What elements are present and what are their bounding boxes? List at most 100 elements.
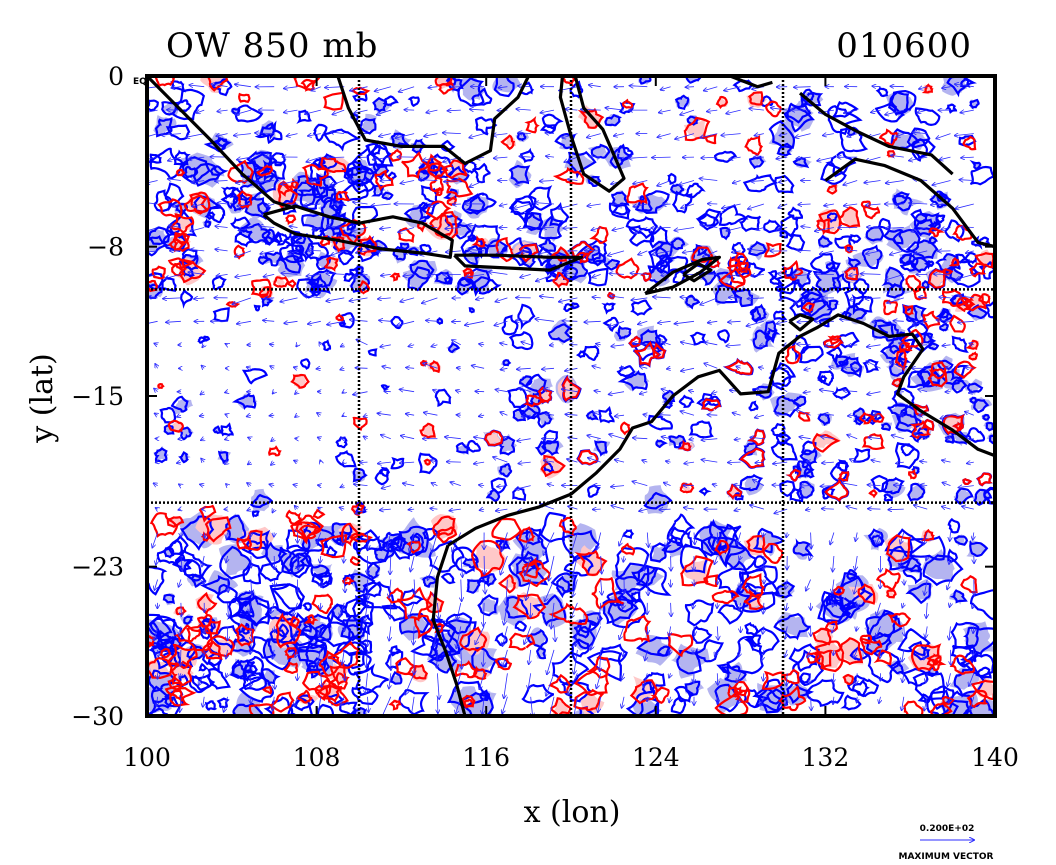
negative-contour: [351, 596, 374, 625]
negative-contour: [853, 278, 870, 295]
negative-contour: [940, 699, 972, 716]
negative-contour: [174, 549, 213, 582]
positive-contour: [494, 657, 513, 671]
wind-vector: [453, 204, 461, 205]
positive-contour: [178, 258, 207, 284]
negative-contour: [945, 103, 958, 114]
positive-contour: [952, 421, 964, 432]
positive-contour: [862, 205, 881, 220]
negative-contour: [750, 303, 768, 324]
wind-vector: [500, 204, 508, 206]
positive-contour: [552, 271, 570, 290]
positive-contour: [857, 583, 876, 605]
positive-contour: [518, 560, 551, 588]
negative-contour: [803, 466, 815, 479]
negative-contour: [362, 581, 382, 598]
negative-contour: [662, 389, 676, 405]
positive-contour: [396, 586, 434, 622]
wind-vector: [354, 109, 368, 113]
wind-vector: [822, 509, 834, 510]
negative-contour: [455, 441, 470, 455]
negative-contour: [947, 517, 961, 534]
negative-contour: [611, 203, 628, 216]
positive-contour: [962, 135, 977, 151]
negative-contour: [882, 229, 904, 245]
wind-vector: [700, 133, 718, 138]
positive-contour: [159, 647, 172, 659]
negative-contour: [912, 671, 946, 702]
negative-contour: [696, 392, 714, 409]
positive-contour: [268, 445, 282, 457]
positive-contour: [295, 521, 322, 545]
negative-contour: [897, 627, 931, 657]
negative-contour: [594, 440, 608, 457]
negative-contour: [153, 189, 173, 212]
wind-vector: [267, 204, 275, 206]
negative-contour: [892, 191, 910, 206]
wind-vector: [284, 87, 298, 89]
positive-contour: [883, 299, 898, 316]
positive-contour: [255, 164, 274, 177]
positive-contour: [147, 634, 156, 645]
negative-contour: [422, 527, 442, 542]
wind-vector: [168, 179, 181, 181]
positive-contour: [743, 588, 765, 611]
negative-contour: [312, 123, 328, 142]
positive-contour: [149, 512, 179, 538]
wind-vector: [281, 180, 298, 185]
positive-contour: [173, 624, 201, 643]
wind-vector: [795, 133, 811, 138]
negative-contour: [769, 275, 781, 286]
positive-contour: [290, 373, 310, 389]
wind-vector: [939, 157, 951, 160]
x-tick-label: 116: [462, 743, 510, 772]
negative-contour: [883, 493, 894, 502]
negative-contour: [162, 233, 187, 253]
negative-contour: [666, 254, 689, 276]
positive-contour: [284, 647, 298, 661]
negative-contour: [615, 562, 650, 593]
wind-vector: [796, 157, 811, 159]
negative-contour: [382, 95, 399, 107]
positive-contour: [949, 654, 976, 675]
positive-contour: [744, 134, 764, 157]
negative-contour: [742, 174, 779, 193]
wind-vector: [168, 156, 182, 161]
negative-contour: [334, 449, 357, 468]
positive-contour: [801, 301, 815, 314]
negative-contour: [953, 535, 969, 546]
wind-vector: [217, 110, 228, 111]
positive-contour: [591, 576, 625, 610]
positive-contour: [573, 667, 610, 696]
positive-contour: [911, 643, 942, 672]
wind-vector: [550, 345, 555, 346]
negative-contour: [739, 473, 764, 492]
positive-contour: [311, 593, 333, 615]
negative-contour: [272, 231, 290, 246]
negative-contour: [539, 124, 557, 135]
positive-contour: [374, 169, 394, 191]
negative-contour: [355, 614, 374, 636]
wind-vector: [287, 134, 298, 137]
positive-contour: [680, 555, 715, 587]
negative-contour: [389, 670, 403, 685]
positive-contour: [870, 412, 885, 423]
positive-contour: [711, 589, 740, 605]
negative-contour: [951, 335, 969, 353]
negative-contour: [641, 190, 670, 215]
wind-vector: [401, 180, 415, 184]
negative-contour: [611, 191, 630, 208]
negative-contour: [631, 340, 665, 362]
negative-contour: [744, 634, 762, 648]
negative-contour: [197, 336, 208, 344]
negative-contour: [904, 304, 927, 327]
negative-contour: [525, 527, 542, 546]
negative-contour: [512, 486, 527, 502]
negative-contour: [473, 276, 503, 295]
negative-contour: [204, 211, 216, 221]
negative-contour: [219, 545, 252, 580]
negative-contour: [346, 160, 367, 177]
negative-contour: [846, 568, 858, 581]
negative-contour: [963, 626, 995, 656]
negative-contour: [455, 276, 477, 296]
